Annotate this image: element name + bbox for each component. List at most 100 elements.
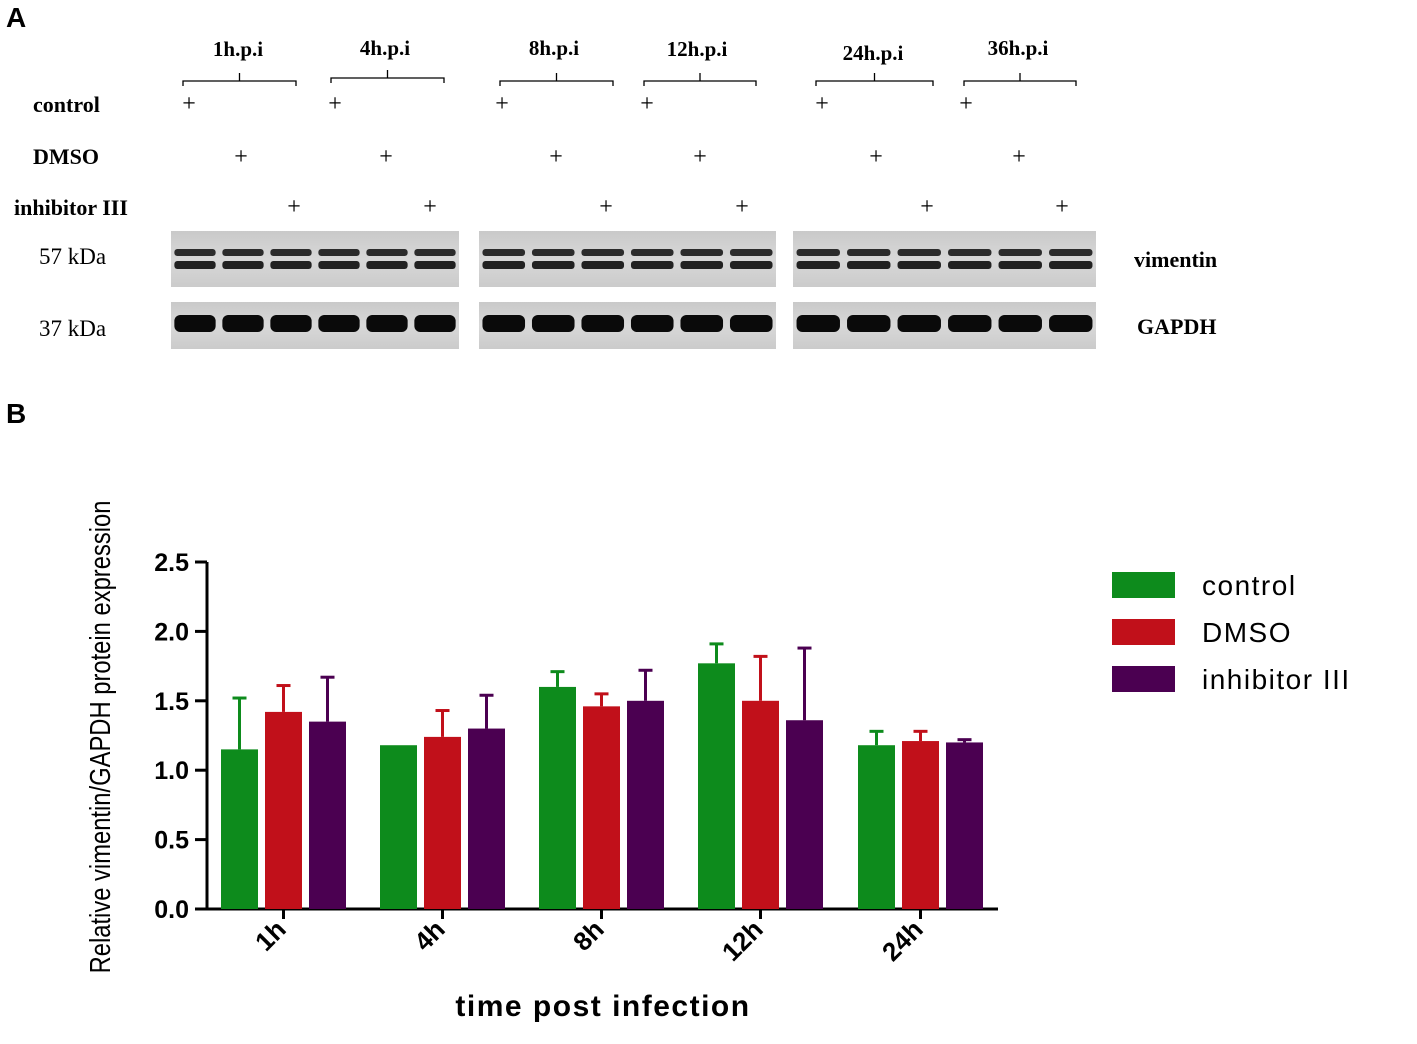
time-point-bracket: [815, 73, 934, 86]
vimentin-lower-band: [948, 261, 992, 269]
condition-label-inhibitor: inhibitor III: [14, 195, 128, 220]
bar: [265, 711, 302, 909]
vimentin-upper-band: [414, 249, 456, 256]
gapdh-band: [948, 315, 992, 332]
legend-swatch: [1112, 619, 1175, 645]
blot-membranes: [171, 231, 1096, 349]
y-tick-label: 0.5: [154, 827, 189, 855]
gapdh-band: [366, 315, 408, 332]
time-point-label: 36h.p.i: [988, 36, 1049, 60]
lane-plus-marker: +: [959, 91, 973, 117]
lane-plus-marker: +: [379, 144, 393, 170]
vimentin-upper-band: [366, 249, 408, 256]
lane-plus-marker: +: [693, 144, 707, 170]
vimentin-upper-band: [729, 249, 773, 256]
time-point-bracket: [330, 70, 445, 83]
lane-plus-marker: +: [815, 91, 829, 117]
panel-label-b: B: [6, 398, 27, 429]
vimentin-lower-band: [482, 261, 526, 269]
lane-plus-marker: +: [599, 194, 613, 220]
vimentin-lower-band: [847, 261, 891, 269]
bar: [946, 742, 983, 909]
lane-plus-marker: +: [869, 144, 883, 170]
y-tick-label: 2.5: [154, 549, 189, 577]
legend-swatch: [1112, 572, 1175, 598]
gapdh-band: [482, 315, 526, 332]
time-point-label: 1h.p.i: [213, 37, 263, 61]
gapdh-band: [318, 315, 360, 332]
lane-plus-marker: +: [182, 91, 196, 117]
vimentin-lower-band: [581, 261, 625, 269]
vimentin-membrane: [479, 231, 776, 287]
legend-label: inhibitor III: [1202, 664, 1351, 695]
vimentin-upper-band: [270, 249, 312, 256]
time-point-bracket: [643, 73, 757, 86]
vimentin-lower-band: [318, 261, 360, 269]
y-tick-label: 0.0: [154, 896, 189, 924]
lane-plus-marker: +: [328, 91, 342, 117]
vimentin-lower-band: [680, 261, 724, 269]
bar: [583, 706, 620, 909]
gapdh-band: [581, 315, 625, 332]
time-point-bracket: [182, 73, 297, 86]
vimentin-upper-band: [680, 249, 724, 256]
lane-plus-marker: +: [735, 194, 749, 220]
gapdh-band: [680, 315, 724, 332]
vimentin-upper-band: [897, 249, 941, 256]
x-tick-label: 4h: [408, 914, 451, 957]
lane-plus-marker: +: [640, 91, 654, 117]
gapdh-band: [174, 315, 216, 332]
bar: [902, 741, 939, 909]
vimentin-lower-band: [998, 261, 1042, 269]
gapdh-band: [630, 315, 674, 332]
vimentin-lower-band: [531, 261, 575, 269]
vimentin-lower-band: [796, 261, 840, 269]
time-point-label: 12h.p.i: [667, 37, 728, 61]
vimentin-upper-band: [581, 249, 625, 256]
x-tick-label: 24h: [876, 914, 929, 967]
x-tick-label: 1h: [249, 914, 292, 957]
vimentin-lower-band: [270, 261, 312, 269]
vimentin-upper-band: [948, 249, 992, 256]
gapdh-band: [531, 315, 575, 332]
y-tick-label: 1.5: [154, 688, 189, 716]
time-point-headers: 1h.p.i 4h.p.i 8h.p.i 12h.p.i 24h.p.i 36h.p.i: [182, 36, 1077, 86]
bar: [858, 745, 895, 909]
bar: [468, 728, 505, 909]
gapdh-band: [998, 315, 1042, 332]
time-point-label: 4h.p.i: [360, 36, 410, 60]
gapdh-band: [270, 315, 312, 332]
bar: [309, 721, 346, 909]
x-axis-label: time post infection: [455, 990, 750, 1023]
protein-label-gapdh: GAPDH: [1137, 314, 1216, 339]
band-size-57kda: 57 kDa: [39, 244, 106, 269]
lane-plus-marker: +: [549, 144, 563, 170]
plot-area: 0.0 0.5 1.0 1.5 2.0 2.5 1h 4h 8h 12h 24h: [154, 549, 998, 967]
vimentin-upper-band: [847, 249, 891, 256]
western-blot-panel: 1h.p.i 4h.p.i 8h.p.i 12h.p.i 24h.p.i 36h.p.i …: [14, 36, 1217, 349]
gapdh-band: [729, 315, 773, 332]
lane-plus-marker: +: [495, 91, 509, 117]
legend-label: control: [1202, 570, 1297, 601]
gapdh-band: [847, 315, 891, 332]
gapdh-band: [897, 315, 941, 332]
lane-plus-marker: +: [920, 194, 934, 220]
vimentin-lower-band: [366, 261, 408, 269]
legend: control DMSO inhibitor III: [1112, 570, 1351, 695]
lane-plus-marker: +: [287, 194, 301, 220]
vimentin-membrane: [793, 231, 1096, 287]
lane-plus-marker: +: [1055, 194, 1069, 220]
vimentin-upper-band: [630, 249, 674, 256]
bar: [221, 749, 258, 909]
vimentin-lower-band: [897, 261, 941, 269]
time-point-bracket: [499, 73, 614, 86]
vimentin-upper-band: [482, 249, 526, 256]
vimentin-lower-band: [174, 261, 216, 269]
vimentin-upper-band: [318, 249, 360, 256]
vimentin-upper-band: [222, 249, 264, 256]
bar: [627, 700, 664, 909]
vimentin-upper-band: [998, 249, 1042, 256]
bar: [786, 720, 823, 909]
gapdh-band: [414, 315, 456, 332]
time-point-bracket: [963, 73, 1077, 86]
